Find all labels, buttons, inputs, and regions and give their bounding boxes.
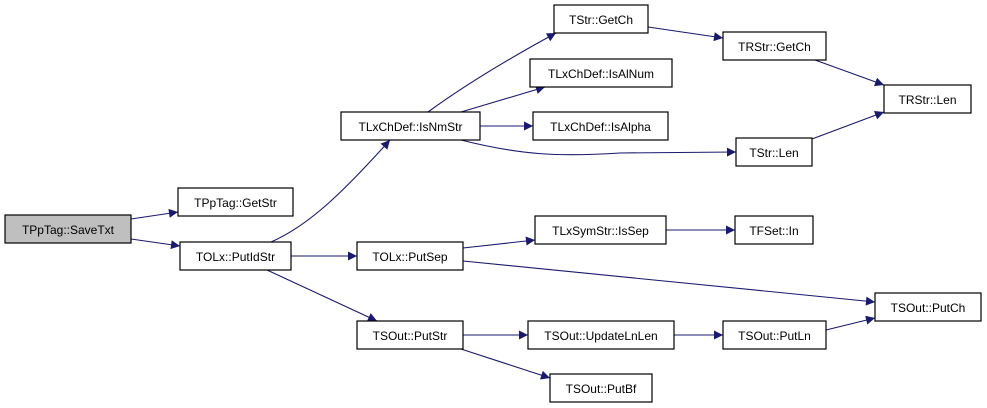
node-label: TSOut::PutLn [738, 329, 811, 343]
node-putbf[interactable]: TSOut::PutBf [549, 373, 653, 403]
node-label: TLxSymStr::IsSep [552, 224, 649, 238]
edge-savetxt-to-putidstr [130, 238, 181, 250]
node-putsep[interactable]: TOLx::PutSep [356, 241, 464, 271]
node-box [179, 241, 292, 271]
edge-putidstr-to-isnmstr [270, 139, 391, 243]
node-label: TStr::Len [749, 146, 798, 160]
node-box [340, 111, 481, 141]
node-label: TStr::GetCh [569, 13, 633, 27]
node-label: TSOut::PutStr [373, 329, 448, 343]
edge-savetxt-to-getstr [130, 208, 179, 220]
node-box [534, 215, 667, 245]
node-box [532, 111, 669, 141]
node-label: TSOut::PutBf [566, 382, 637, 396]
node-label: TFSet::In [749, 224, 798, 238]
node-box [734, 215, 814, 245]
node-label: TOLx::PutIdStr [196, 250, 275, 264]
node-label: TPpTag::GetStr [194, 196, 277, 210]
node-box [722, 31, 827, 61]
node-updatelnlen[interactable]: TSOut::UpdateLnLen [527, 320, 675, 350]
node-putln[interactable]: TSOut::PutLn [722, 320, 827, 350]
node-putch[interactable]: TSOut::PutCh [874, 292, 982, 322]
node-label: TPpTag::SaveTxt [22, 223, 115, 237]
node-box [356, 320, 464, 350]
node-box [177, 187, 294, 217]
edge-isnmstr-to-tstrlen [460, 139, 737, 157]
node-issep[interactable]: TLxSymStr::IsSep [534, 215, 667, 245]
node-putidstr[interactable]: TOLx::PutIdStr [179, 241, 292, 271]
edge-putstr-to-putbf [460, 348, 551, 380]
node-label: TLxChDef::IsNmStr [358, 120, 462, 134]
node-isalnum[interactable]: TLxChDef::IsAlNum [529, 58, 673, 88]
node-savetxt[interactable]: TPpTag::SaveTxt [4, 214, 132, 244]
node-label: TLxChDef::IsAlNum [548, 67, 654, 81]
edge-tstrlen-to-trstrlen [811, 110, 885, 140]
edge-putsep-to-putch [462, 260, 876, 306]
node-box [4, 214, 132, 244]
node-box [883, 84, 972, 114]
node-label: TOLx::PutSep [372, 250, 447, 264]
edge-tstrgetch-to-trstrgetch [647, 26, 724, 42]
node-tstrgetch[interactable]: TStr::GetCh [553, 4, 649, 34]
node-label: TSOut::UpdateLnLen [544, 329, 657, 343]
node-label: TRStr::GetCh [738, 40, 811, 54]
node-trstrlen[interactable]: TRStr::Len [883, 84, 972, 114]
node-box [356, 241, 464, 271]
edge-trstrgetch-to-trstrlen [814, 59, 885, 87]
node-tstrlen[interactable]: TStr::Len [735, 137, 813, 167]
node-getstr[interactable]: TPpTag::GetStr [177, 187, 294, 217]
edge-putsep-to-issep [462, 236, 536, 249]
edge-putln-to-putch [825, 315, 876, 331]
node-trstrgetch[interactable]: TRStr::GetCh [722, 31, 827, 61]
node-box [553, 4, 649, 34]
node-box [735, 137, 813, 167]
node-isnmstr[interactable]: TLxChDef::IsNmStr [340, 111, 481, 141]
edge-isnmstr-to-isalnum [460, 85, 546, 113]
node-label: TSOut::PutCh [891, 301, 966, 315]
node-box [527, 320, 675, 350]
node-label: TRStr::Len [898, 93, 956, 107]
node-label: TLxChDef::IsAlpha [550, 120, 651, 134]
node-putstr[interactable]: TSOut::PutStr [356, 320, 464, 350]
node-isalpha[interactable]: TLxChDef::IsAlpha [532, 111, 669, 141]
edge-isnmstr-to-tstrgetch [427, 32, 557, 113]
node-box [549, 373, 653, 403]
edge-putidstr-to-putstr [266, 269, 378, 322]
node-box [529, 58, 673, 88]
node-box [874, 292, 982, 322]
node-tfsetin[interactable]: TFSet::In [734, 215, 814, 245]
node-box [722, 320, 827, 350]
